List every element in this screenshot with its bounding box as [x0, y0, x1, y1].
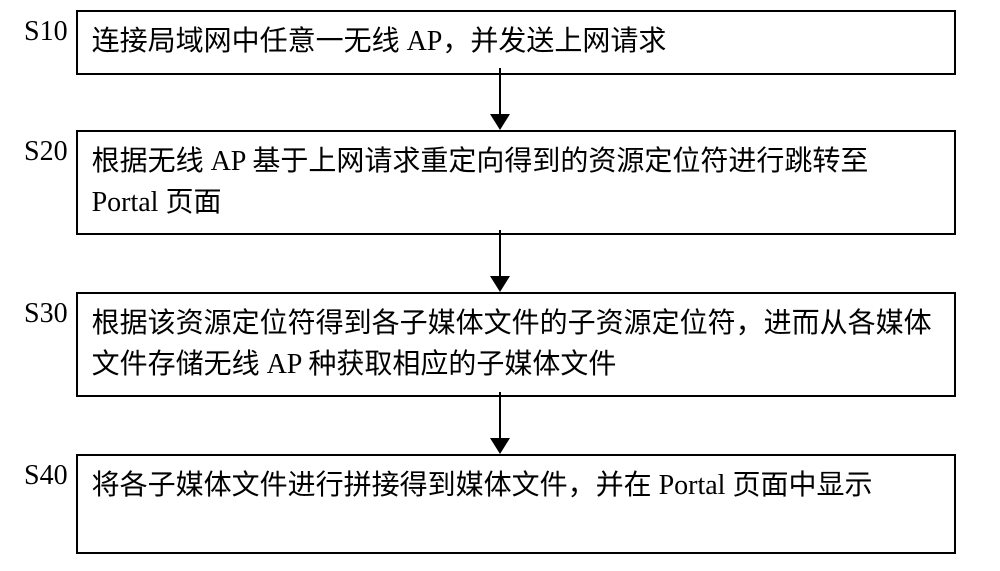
flow-step-s40: S40 将各子媒体文件进行拼接得到媒体文件，并在 Portal 页面中显示: [24, 454, 956, 554]
arrow-s10-s20: [490, 68, 510, 130]
step-text-s20: 根据无线 AP 基于上网请求重定向得到的资源定位符进行跳转至 Portal 页面: [92, 146, 869, 218]
step-label-s30: S30: [24, 292, 68, 330]
step-text-s40: 将各子媒体文件进行拼接得到媒体文件，并在 Portal 页面中显示: [92, 470, 873, 501]
step-text-s30: 根据该资源定位符得到各子媒体文件的子资源定位符，进而从各媒体文件存储无线 AP …: [92, 308, 932, 380]
flow-step-s10: S10 连接局域网中任意一无线 AP，并发送上网请求: [24, 10, 956, 75]
arrow-s20-s30: [490, 230, 510, 292]
flow-step-s20: S20 根据无线 AP 基于上网请求重定向得到的资源定位符进行跳转至 Porta…: [24, 130, 956, 235]
step-box-s30: 根据该资源定位符得到各子媒体文件的子资源定位符，进而从各媒体文件存储无线 AP …: [76, 292, 956, 397]
step-label-s20: S20: [24, 130, 68, 168]
step-text-s10: 连接局域网中任意一无线 AP，并发送上网请求: [92, 26, 667, 57]
flowchart: S10 连接局域网中任意一无线 AP，并发送上网请求 S20 根据无线 AP 基…: [0, 0, 1000, 571]
step-label-s40: S40: [24, 454, 68, 492]
flow-step-s30: S30 根据该资源定位符得到各子媒体文件的子资源定位符，进而从各媒体文件存储无线…: [24, 292, 956, 397]
step-box-s10: 连接局域网中任意一无线 AP，并发送上网请求: [76, 10, 956, 75]
arrow-s30-s40: [490, 392, 510, 454]
step-box-s40: 将各子媒体文件进行拼接得到媒体文件，并在 Portal 页面中显示: [76, 454, 956, 554]
step-label-s10: S10: [24, 10, 68, 48]
step-box-s20: 根据无线 AP 基于上网请求重定向得到的资源定位符进行跳转至 Portal 页面: [76, 130, 956, 235]
